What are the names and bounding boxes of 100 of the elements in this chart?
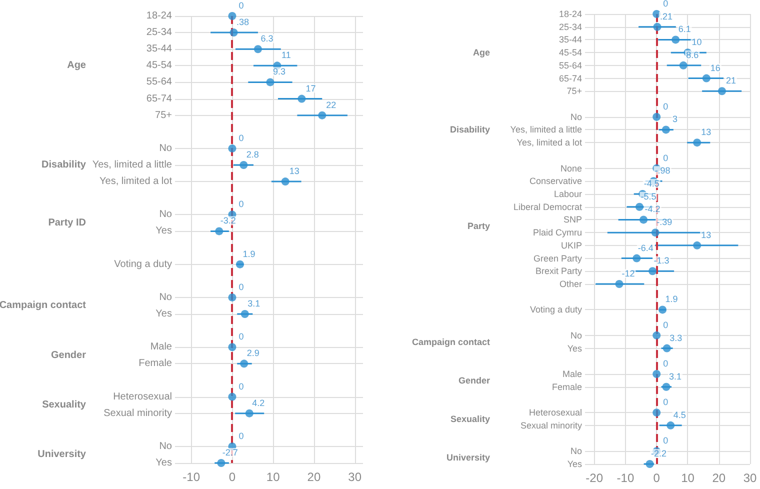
data-label: 4.2 <box>252 398 265 408</box>
data-label: 0 <box>663 101 668 112</box>
text: Campaign contact <box>0 300 87 312</box>
y-tick-label: Other <box>559 279 582 289</box>
y-tick-label: 75+ <box>155 110 172 121</box>
data-label: -.98 <box>654 166 670 176</box>
data-label: 4.5 <box>673 410 686 420</box>
data-label: 0 <box>663 358 668 368</box>
y-tick-label: No <box>570 446 582 456</box>
data-label: 2.8 <box>246 150 259 160</box>
data-label: 8.6 <box>686 50 699 60</box>
data-label: 13 <box>289 166 300 176</box>
text: Age <box>67 60 86 72</box>
y-tick-label: No <box>159 440 172 452</box>
x-tick-label: 30 <box>348 470 362 484</box>
text: Party ID <box>48 217 86 228</box>
data-label: -4.5 <box>644 178 660 188</box>
y-tick-label: Sexual minority <box>520 420 582 430</box>
text: Disability <box>42 160 86 170</box>
data-label: -.39 <box>656 217 672 228</box>
data-label: 0 <box>663 0 668 8</box>
y-tick-label: 55-64 <box>558 60 582 70</box>
y-tick-label: Yes, limited a little <box>92 160 172 170</box>
y-tick-label: 65-74 <box>558 73 582 84</box>
data-label: 11 <box>282 50 291 60</box>
y-tick-label: 18-24 <box>558 9 582 19</box>
y-tick-label: Voting a duty <box>530 304 582 315</box>
data-label: 0 <box>238 132 244 143</box>
data-label: -2.7 <box>222 448 238 458</box>
y-tick-label: Conservative <box>529 176 582 186</box>
data-label: 0 <box>238 332 244 342</box>
y-tick-label: Heterosexual <box>528 408 582 418</box>
data-label: 0 <box>238 0 244 10</box>
data-label: -12 <box>622 268 635 278</box>
data-label: -3.2 <box>220 216 236 226</box>
x-tick-label: -10 <box>182 470 200 484</box>
y-tick-label: Yes <box>156 308 172 320</box>
data-label: 3.1 <box>668 371 682 382</box>
data-label: -5.5 <box>640 191 656 202</box>
data-label: .38 <box>236 17 250 28</box>
text: Sexuality <box>450 414 490 424</box>
x-tick-label: 10 <box>681 471 695 485</box>
y-tick-label: Yes <box>567 459 582 469</box>
x-tick-label: 20 <box>307 470 321 484</box>
data-label: 0 <box>238 430 244 441</box>
y-tick-label: No <box>570 112 582 122</box>
text: Gender <box>50 350 86 361</box>
data-label: 0 <box>663 397 668 408</box>
y-tick-label: 65-74 <box>146 93 172 104</box>
y-tick-label: Liberal Democrat <box>513 202 582 212</box>
data-label: 0 <box>238 282 244 292</box>
data-label: 3.3 <box>670 332 682 343</box>
data-label: 22 <box>326 100 336 110</box>
y-tick-label: Green Party <box>533 253 582 264</box>
y-tick-label: 45-54 <box>558 48 582 58</box>
y-tick-label: Heterosexual <box>113 391 172 402</box>
y-tick-label: 25-34 <box>558 22 582 32</box>
y-tick-label: Plaid Cymru <box>532 228 582 238</box>
x-tick-label: 10 <box>266 470 280 484</box>
y-tick-label: 18-24 <box>146 10 172 22</box>
data-label: 13 <box>701 127 712 138</box>
data-label: 21 <box>726 76 736 86</box>
y-tick-label: Yes, limited a lot <box>100 176 172 188</box>
y-tick-label: No <box>570 330 582 340</box>
y-tick-label: Voting a duty <box>114 258 172 270</box>
y-tick-label: None <box>560 163 582 174</box>
data-label: -2.2 <box>650 448 667 458</box>
data-label: 2.9 <box>246 348 260 358</box>
data-label: 6.1 <box>678 24 691 34</box>
y-tick-label: Yes <box>156 458 172 468</box>
x-tick-label: -10 <box>616 471 634 485</box>
data-label: 1.9 <box>242 248 256 259</box>
text: University <box>38 449 86 460</box>
text: Age <box>472 48 490 58</box>
text: Gender <box>458 375 490 386</box>
y-tick-label: Female <box>552 382 582 392</box>
data-label: 1.9 <box>665 294 678 304</box>
data-label: 0 <box>238 381 244 392</box>
y-tick-label: 55-64 <box>146 76 172 88</box>
y-tick-label: Yes, limited a little <box>510 124 582 135</box>
y-tick-label: Yes, limited a lot <box>516 138 582 148</box>
y-tick-label: 45-54 <box>146 60 172 72</box>
data-label: 16 <box>710 62 720 73</box>
y-tick-label: 75+ <box>566 86 582 96</box>
data-label: -6.4 <box>638 242 654 253</box>
data-label: 17 <box>306 83 316 94</box>
y-tick-label: Yes <box>156 226 172 237</box>
text: University <box>446 452 490 463</box>
data-label: 0 <box>663 152 668 163</box>
y-tick-label: UKIP <box>560 240 582 250</box>
text: Campaign contact <box>412 336 490 347</box>
y-tick-label: No <box>159 209 172 220</box>
data-label: 3 <box>672 114 678 124</box>
y-tick-label: Sexual minority <box>104 408 172 419</box>
x-tick-label: 0 <box>653 471 660 485</box>
data-label: 0 <box>663 436 668 446</box>
y-tick-label: SNP <box>563 214 582 225</box>
x-tick-label: -20 <box>586 471 604 485</box>
y-tick-label: 35-44 <box>146 44 172 55</box>
y-tick-label: 25-34 <box>146 27 172 38</box>
